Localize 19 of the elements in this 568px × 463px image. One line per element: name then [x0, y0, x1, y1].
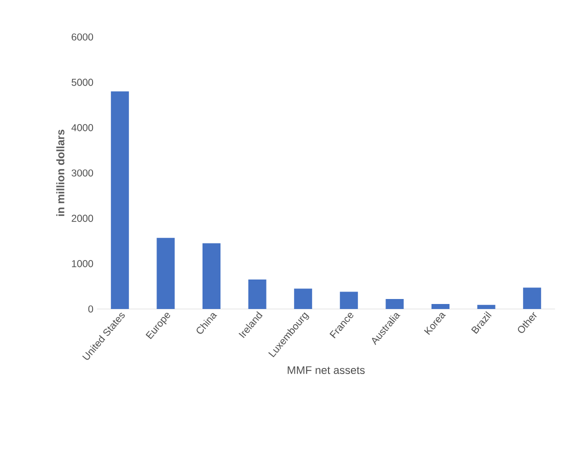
- bar: [110, 91, 129, 309]
- bar: [386, 299, 404, 309]
- bar: [523, 288, 542, 309]
- y-tick-label: 2000: [72, 214, 94, 222]
- y-tick-label: 1000: [72, 260, 94, 268]
- bar: [477, 304, 496, 309]
- bar: [431, 304, 450, 309]
- bar: [202, 243, 220, 309]
- y-axis-title: in million dollars: [56, 130, 64, 216]
- y-tick-label: 6000: [72, 33, 94, 41]
- y-tick-label: 4000: [71, 124, 94, 132]
- y-tick-label: 3000: [72, 169, 94, 177]
- x-axis-title: MMF net assets: [288, 366, 365, 374]
- y-tick-label: 5000: [72, 78, 94, 86]
- bar: [156, 238, 175, 309]
- bar: [340, 292, 358, 309]
- bar: [248, 280, 266, 309]
- y-tick-label: 0: [88, 305, 94, 313]
- bar: [294, 288, 312, 309]
